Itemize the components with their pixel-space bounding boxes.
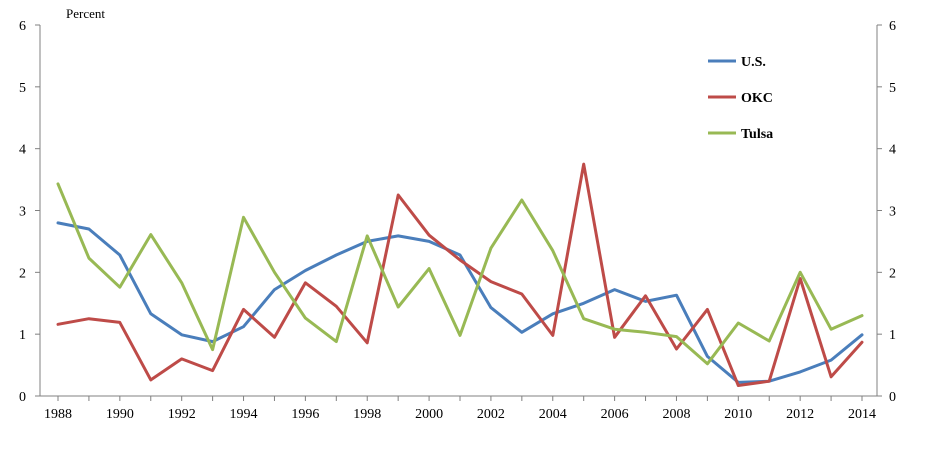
right-y-tick-label: 5	[889, 81, 896, 96]
legend-label-okc: OKC	[741, 91, 773, 106]
x-tick-label: 2008	[662, 407, 690, 422]
left-y-tick-label: 5	[19, 81, 26, 96]
axes: 0 0 1 1 2 2 3 3 4 4 5 5 6 6 1988 1990 1992 1994 1996 1998 20…	[19, 19, 896, 422]
left-y-tick-label: 1	[19, 328, 26, 343]
right-y-tick-label: 2	[889, 266, 896, 281]
x-tick-label: 2002	[477, 407, 505, 422]
x-tick-label: 1994	[230, 407, 258, 422]
right-y-tick-label: 0	[889, 390, 896, 405]
right-y-tick-label: 1	[889, 328, 896, 343]
x-tick-label: 2010	[724, 407, 752, 422]
right-y-tick-label: 3	[889, 205, 896, 220]
left-y-tick-label: 6	[19, 19, 26, 34]
x-tick-label: 2004	[539, 407, 567, 422]
right-y-tick-label: 6	[889, 19, 896, 34]
series-layer	[56, 162, 864, 387]
right-y-tick-label: 4	[889, 143, 896, 158]
x-tick-label: 2014	[848, 407, 876, 422]
legend-label-tulsa: Tulsa	[741, 127, 773, 142]
x-tick-label: 1990	[106, 407, 134, 422]
series-line-okc	[56, 162, 864, 387]
legend: U.S. OKC Tulsa	[708, 55, 773, 142]
x-tick-label: 2000	[415, 407, 443, 422]
x-tick-label: 1998	[353, 407, 381, 422]
x-tick-label: 2006	[601, 407, 629, 422]
left-y-tick-label: 3	[19, 205, 26, 220]
left-y-tick-label: 0	[19, 390, 26, 405]
y-axis-title: Percent	[66, 6, 105, 21]
x-tick-label: 1996	[291, 407, 319, 422]
series-line-tulsa	[56, 182, 864, 366]
x-tick-label: 2012	[786, 407, 814, 422]
x-tick-label: 1992	[168, 407, 196, 422]
legend-label-u-s: U.S.	[741, 55, 766, 70]
left-y-tick-label: 4	[19, 143, 26, 158]
x-tick-label: 1988	[44, 407, 72, 422]
left-y-tick-label: 2	[19, 266, 26, 281]
series-line-u-s	[56, 221, 864, 384]
